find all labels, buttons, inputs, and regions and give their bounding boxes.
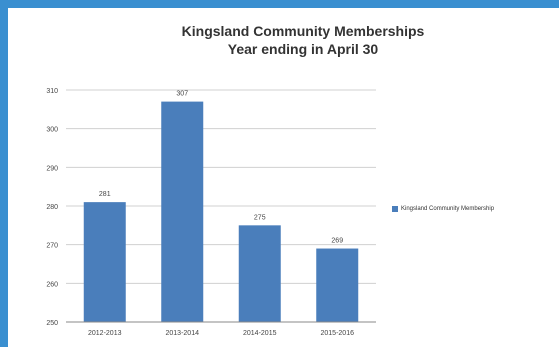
bar — [161, 101, 204, 322]
y-tick-label: 260 — [46, 281, 58, 288]
chart-title-line-1: Kingsland Community Memberships — [181, 23, 425, 39]
bar — [238, 225, 281, 322]
chart-title-line-2: Year ending in April 30 — [227, 41, 379, 57]
y-tick-label: 280 — [46, 204, 58, 211]
bar — [316, 248, 359, 322]
y-tick-label: 300 — [46, 127, 58, 134]
y-tick-label: 310 — [46, 88, 58, 95]
bar — [83, 202, 126, 322]
data-label: 307 — [176, 91, 188, 98]
legend-label: Kingsland Community Membership — [401, 206, 495, 212]
chart-legend: Kingsland Community Membership — [392, 206, 494, 212]
legend-swatch — [392, 206, 398, 212]
data-label: 275 — [254, 214, 266, 221]
x-tick-label: 2015-2016 — [321, 330, 355, 337]
y-tick-label: 250 — [46, 320, 58, 327]
x-tick-label: 2012-2013 — [88, 330, 122, 337]
data-label: 269 — [331, 238, 343, 245]
y-tick-label: 270 — [46, 243, 58, 250]
y-tick-label: 290 — [46, 165, 58, 172]
x-tick-label: 2014-2015 — [243, 330, 277, 337]
x-tick-label: 2013-2014 — [166, 330, 200, 337]
data-label: 281 — [99, 191, 111, 198]
